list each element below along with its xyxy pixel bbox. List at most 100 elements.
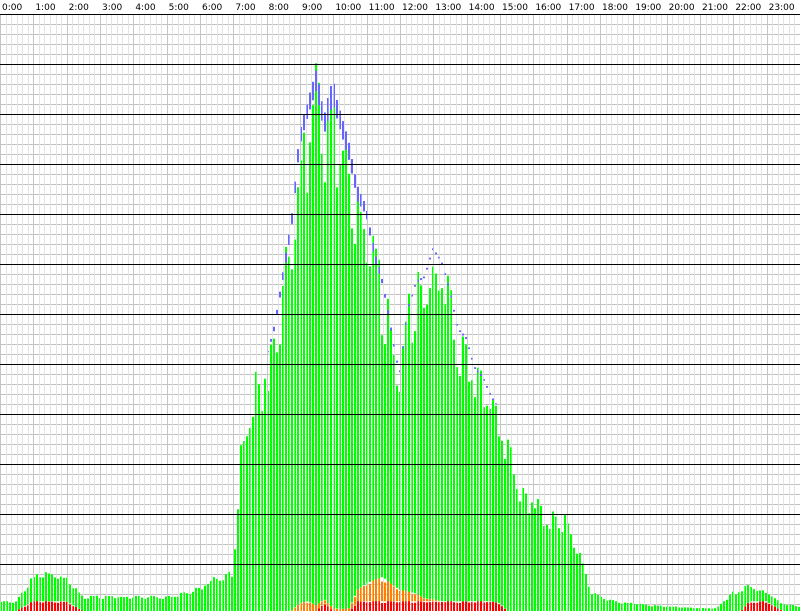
series-2-column	[708, 608, 710, 611]
series-2-column	[741, 591, 743, 611]
series-0-column	[411, 602, 413, 611]
series-2-column	[618, 602, 620, 611]
series-2-column	[762, 590, 764, 602]
series-2-column	[696, 608, 698, 611]
series-3-column	[411, 294, 413, 297]
series-2-column	[24, 591, 26, 606]
x-tick-label: 14:00	[469, 3, 495, 13]
series-1-column	[369, 583, 371, 602]
series-3-column	[294, 181, 296, 194]
series-0-column	[354, 605, 356, 611]
series-2-column	[102, 598, 104, 611]
series-2-column	[546, 524, 548, 611]
series-3-column	[324, 112, 326, 132]
series-1-column	[336, 608, 338, 611]
series-1-column	[309, 602, 311, 611]
series-2-column	[186, 593, 188, 611]
series-0-column	[477, 601, 479, 611]
series-2-column	[279, 344, 281, 611]
series-2-column	[474, 397, 476, 602]
series-0-column	[759, 601, 761, 611]
series-2-column	[396, 385, 398, 588]
series-2-column	[456, 367, 458, 602]
series-0-column	[393, 601, 395, 611]
series-2-column	[210, 580, 212, 611]
series-2-column	[585, 574, 587, 611]
series-1-column	[318, 602, 320, 609]
series-3-column	[327, 97, 329, 121]
series-0-column	[495, 602, 497, 611]
series-2-column	[27, 587, 29, 605]
series-0-column	[384, 602, 386, 611]
series-2-column	[156, 597, 158, 611]
series-2-column	[378, 259, 380, 579]
series-2-column	[504, 458, 506, 609]
series-2-column	[357, 190, 359, 590]
series-2-column	[786, 605, 788, 611]
series-1-column	[342, 608, 344, 611]
series-2-column	[441, 288, 443, 602]
series-2-column	[246, 436, 248, 611]
series-1-column	[339, 609, 341, 611]
x-tick-label: 23:00	[769, 3, 795, 13]
series-0-column	[27, 605, 29, 611]
series-2-column	[348, 173, 350, 609]
series-2-column	[147, 597, 149, 611]
series-0-column	[363, 601, 365, 611]
series-2-column	[519, 501, 521, 611]
series-0-column	[744, 606, 746, 611]
series-2-column	[738, 592, 740, 611]
series-2-column	[180, 592, 182, 611]
series-3-column	[462, 333, 464, 336]
series-2-column	[105, 595, 107, 611]
series-2-column	[507, 439, 509, 611]
series-3-column	[387, 310, 389, 315]
series-0-column	[750, 602, 752, 611]
series-2-column	[510, 447, 512, 611]
series-2-column	[609, 599, 611, 611]
series-2-column	[492, 400, 494, 602]
series-2-column	[636, 604, 638, 611]
series-0-column	[327, 606, 329, 611]
series-3-column	[393, 344, 395, 347]
series-3-column	[465, 337, 467, 340]
series-2-column	[234, 549, 236, 611]
series-0-column	[357, 601, 359, 611]
series-0-column	[456, 602, 458, 611]
series-0-column	[501, 606, 503, 611]
series-2-column	[264, 378, 266, 611]
series-2-column	[735, 594, 737, 611]
series-0-column	[45, 600, 47, 611]
series-0-column	[417, 600, 419, 611]
series-0-column	[321, 605, 323, 611]
series-2-column	[360, 211, 362, 588]
series-2-column	[549, 528, 551, 611]
series-2-column	[642, 604, 644, 611]
x-tick-label: 8:00	[269, 3, 289, 13]
series-3-column	[297, 149, 299, 163]
series-1-column	[321, 601, 323, 606]
series-2-column	[150, 595, 152, 611]
series-2-column	[354, 243, 356, 596]
series-2-column	[588, 586, 590, 611]
series-2-column	[576, 553, 578, 611]
series-2-column	[141, 597, 143, 611]
series-2-column	[765, 592, 767, 602]
series-3-column	[420, 278, 422, 281]
series-0-column	[447, 600, 449, 611]
x-tick-label: 0:00	[2, 3, 22, 13]
series-2-column	[192, 591, 194, 611]
series-1-column	[324, 600, 326, 604]
series-2-column	[717, 606, 719, 611]
series-0-column	[18, 609, 20, 611]
series-3-column	[453, 309, 455, 312]
x-tick-label: 18:00	[602, 3, 628, 13]
series-2-column	[255, 371, 257, 611]
series-2-column	[771, 596, 773, 605]
x-tick-label: 7:00	[235, 3, 255, 13]
series-3-column	[318, 84, 320, 106]
series-2-column	[663, 606, 665, 611]
series-2-column	[678, 607, 680, 611]
series-2-column	[222, 580, 224, 611]
series-2-column	[654, 605, 656, 611]
